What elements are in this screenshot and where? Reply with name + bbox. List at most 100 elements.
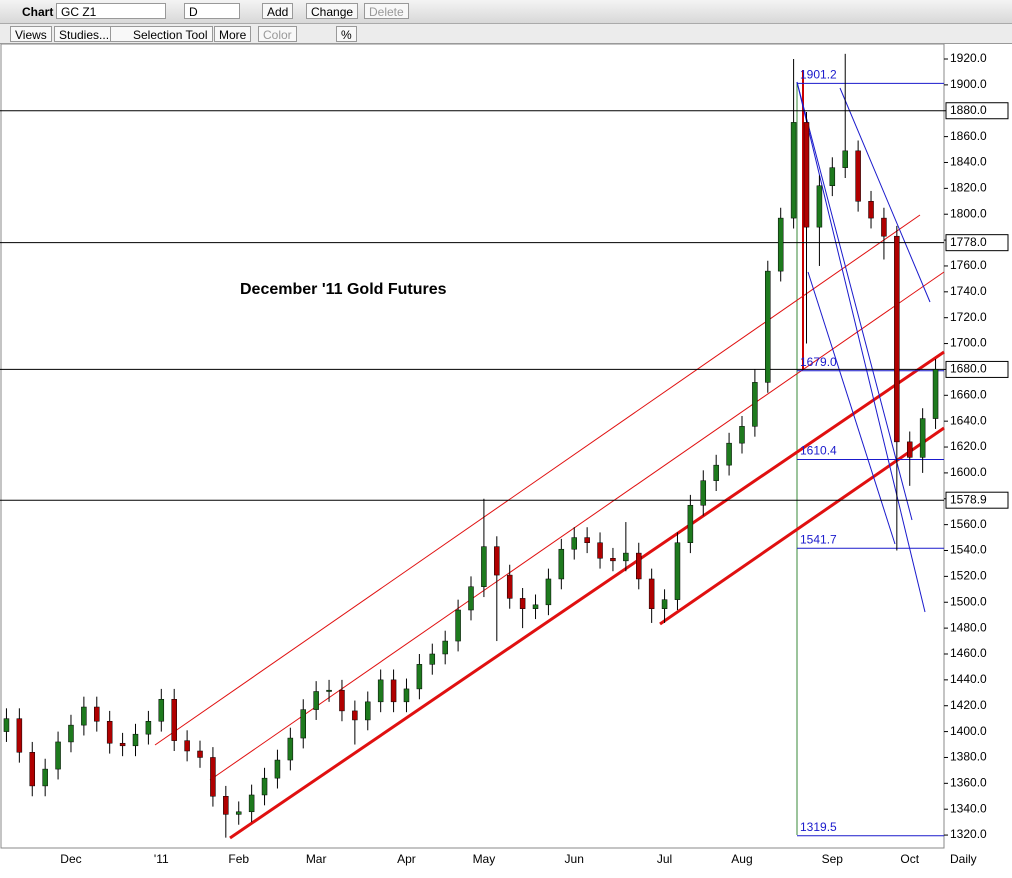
- price-box-label: 1880.0: [950, 103, 987, 117]
- chart-label: Chart: [22, 5, 54, 19]
- fib-label: 1901.2: [800, 67, 837, 81]
- trend-line: [796, 81, 926, 613]
- delete-button[interactable]: Delete: [364, 3, 409, 19]
- views-button[interactable]: Views: [10, 26, 52, 42]
- candle-body: [481, 546, 487, 587]
- x-tick-label: '11: [154, 852, 169, 866]
- candle-body: [765, 270, 771, 383]
- y-tick-label: 1500.0: [950, 594, 987, 608]
- candle-body: [919, 418, 926, 458]
- candle-body: [274, 759, 281, 779]
- y-tick-label: 1540.0: [950, 543, 987, 557]
- candle-body: [468, 586, 474, 611]
- candle-body: [610, 558, 616, 562]
- candle-body: [868, 201, 874, 219]
- change-button[interactable]: Change: [306, 3, 359, 19]
- candle-body: [248, 794, 255, 813]
- candle-body: [932, 369, 939, 419]
- period-box[interactable]: D: [184, 3, 240, 19]
- candle-body: [326, 689, 332, 692]
- fib-label: 1679.0: [800, 355, 837, 369]
- y-tick-label: 1380.0: [950, 750, 987, 764]
- candle-body: [287, 737, 294, 761]
- price-box: [945, 234, 1009, 252]
- price-box: [945, 491, 1009, 509]
- chart: December '11 Gold Futures Daily 1320.0 13…: [0, 44, 1009, 866]
- candle-body: [377, 679, 384, 703]
- price-box: [945, 360, 1009, 378]
- candle-body: [416, 664, 423, 690]
- candle-body: [106, 720, 113, 744]
- candle-body: [403, 688, 410, 703]
- candle-body: [171, 699, 177, 741]
- candle-body: [442, 640, 448, 655]
- x-tick-label: Mar: [306, 852, 327, 866]
- y-tick-label: 1800.0: [950, 206, 987, 220]
- candle-body: [197, 750, 203, 758]
- price-box: [945, 102, 1009, 120]
- candle-body: [132, 733, 139, 747]
- candle-body: [506, 574, 513, 599]
- more-button[interactable]: More: [214, 26, 252, 42]
- candle-body: [55, 741, 61, 770]
- candle-body: [790, 122, 797, 219]
- candle-body: [81, 706, 87, 726]
- percent-button[interactable]: %: [336, 26, 357, 42]
- candle-body: [777, 217, 784, 272]
- candle-body: [700, 480, 707, 506]
- candle-body: [429, 653, 436, 665]
- y-tick-label: 1820.0: [950, 181, 987, 195]
- studies-button[interactable]: Studies...: [54, 26, 115, 42]
- candle-body: [623, 552, 629, 562]
- candle-body: [16, 718, 23, 753]
- candle-body: [223, 796, 229, 815]
- symbol-box[interactable]: GC Z1: [56, 3, 166, 19]
- trend-line: [807, 271, 896, 545]
- y-tick-label: 1340.0: [950, 801, 987, 815]
- candle-body: [94, 706, 100, 722]
- candle-body: [571, 537, 577, 550]
- annotation: December '11 Gold Futures: [240, 281, 447, 298]
- y-tick-label: 1620.0: [950, 439, 987, 453]
- candle-body: [158, 699, 165, 722]
- color-button[interactable]: Color: [258, 26, 297, 42]
- candle-body: [648, 578, 655, 609]
- x-tick-label: Apr: [397, 852, 416, 866]
- y-tick-label: 1440.0: [950, 672, 987, 686]
- toolbar: Views Studies... Selection Tool More Col…: [0, 24, 1012, 44]
- x-axis-label: Daily: [950, 852, 977, 866]
- candle-body: [906, 441, 913, 458]
- selection-tool-button[interactable]: Selection Tool: [110, 26, 213, 42]
- trend-line: [229, 350, 945, 840]
- candle-body: [365, 701, 371, 721]
- y-tick-label: 1360.0: [950, 776, 987, 790]
- candle-body: [42, 768, 48, 787]
- y-tick-label: 1860.0: [950, 129, 987, 143]
- y-tick-label: 1460.0: [950, 646, 987, 660]
- x-tick-label: Sep: [822, 852, 844, 866]
- candle-body: [726, 442, 732, 466]
- candle-body: [881, 217, 887, 237]
- x-tick-label: Dec: [60, 852, 81, 866]
- candle-body: [300, 709, 306, 739]
- candle-body: [390, 679, 397, 703]
- trend-line: [796, 81, 913, 521]
- y-tick-label: 1480.0: [950, 620, 987, 634]
- y-tick-label: 1320.0: [950, 827, 987, 841]
- candle-body: [261, 777, 268, 796]
- add-button[interactable]: Add: [262, 3, 294, 19]
- candle-body: [235, 811, 242, 815]
- candle-body: [597, 542, 603, 559]
- y-tick-label: 1600.0: [950, 465, 987, 479]
- candle-body: [519, 598, 526, 609]
- y-tick-label: 1720.0: [950, 310, 987, 324]
- candle-body: [713, 464, 719, 481]
- candle-body: [29, 752, 36, 787]
- candle-body: [894, 235, 900, 443]
- candle-body: [3, 718, 10, 732]
- toolbar: Chart GC Z1 D Add Change Delete: [0, 0, 1012, 24]
- candle-body: [674, 542, 681, 600]
- candle-body: [532, 604, 539, 609]
- candle-body: [339, 689, 345, 712]
